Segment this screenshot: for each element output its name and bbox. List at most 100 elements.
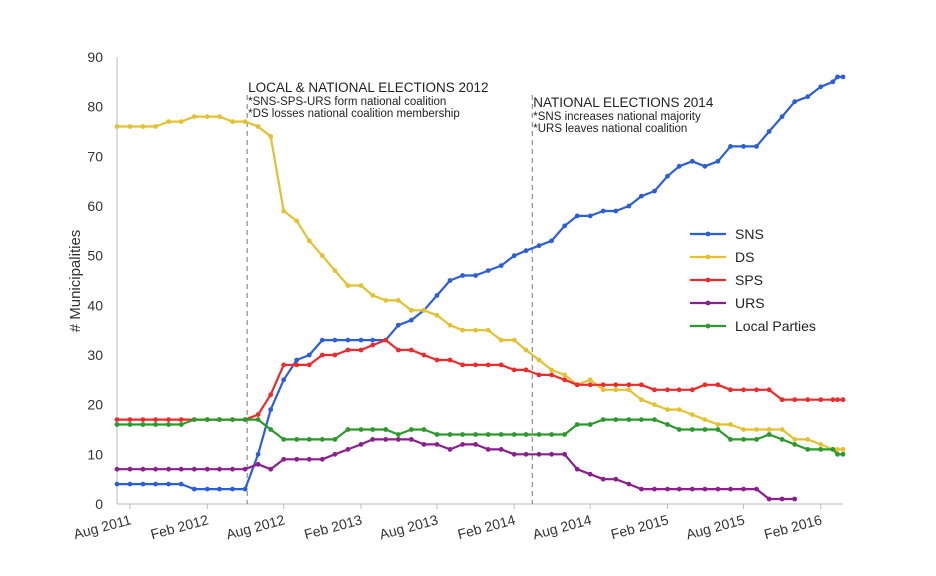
data-point [485,327,491,333]
legend-marker [705,323,711,329]
data-point [523,248,529,254]
data-point [255,417,261,422]
data-point [127,124,133,129]
data-point [345,447,351,452]
data-point [523,432,529,437]
data-point [626,203,632,209]
data-point [383,427,389,432]
data-point [779,397,785,403]
data-point [332,268,338,273]
data-point [676,486,682,492]
data-point [741,437,746,442]
data-point [395,437,401,442]
y-ticks: 0 10 20 30 40 50 60 70 80 90 [87,49,103,512]
data-point [574,382,580,388]
data-point [574,466,580,472]
data-point [676,427,682,432]
data-point [370,337,376,343]
data-point [715,427,721,432]
data-point [536,451,542,457]
data-point [268,134,274,139]
data-point [702,417,708,422]
data-point [792,496,798,502]
data-point [370,342,376,348]
data-point [835,74,840,80]
data-point [805,397,811,403]
data-point [306,362,312,368]
data-point [358,427,364,432]
data-point [408,307,414,313]
data-point [281,377,287,383]
data-point [345,283,351,288]
data-point [562,377,567,383]
annotation-text: *URS leaves national coalition [533,123,687,135]
data-point [473,273,478,278]
x-tick-label: Aug 2015 [684,511,746,542]
data-point [587,382,593,388]
data-point [818,84,824,90]
annotations: LOCAL & NATIONAL ELECTIONS 2012*SNS-SPS-… [246,80,714,504]
data-point [840,397,846,403]
data-point [306,456,312,462]
data-point [332,451,338,457]
data-point [665,422,670,427]
data-point [715,422,721,427]
data-point [600,382,606,388]
data-point [639,382,644,388]
data-point [792,437,798,442]
data-point [728,144,733,149]
legend-marker [705,300,711,306]
data-point [358,337,364,343]
annotation-title: NATIONAL ELECTIONS 2014 [533,95,714,110]
data-point [166,481,172,487]
x-ticks: Aug 2011 Feb 2012 Aug 2012 Feb 2013 Aug 2013… [72,504,824,542]
data-point [613,208,619,214]
data-point [127,481,133,487]
data-point [702,486,708,492]
data-point [447,432,453,437]
data-point [178,119,184,124]
data-point [485,447,491,452]
data-point [549,432,554,437]
legend-label: DS [735,249,754,265]
data-point [127,422,133,427]
data-point [434,432,440,437]
legend-label: Local Parties [735,318,816,334]
series-line [117,339,843,421]
y-tick-label: 50 [87,248,103,264]
data-point [127,417,133,422]
data-point [242,417,248,422]
x-tick-label: Aug 2012 [224,511,286,542]
data-point [230,119,235,124]
y-tick-label: 80 [87,99,103,115]
data-point [191,114,197,119]
data-point [766,129,772,134]
data-point [835,397,840,403]
data-point [294,437,300,442]
data-point [255,451,261,457]
data-point [754,427,759,432]
data-point [268,427,274,432]
data-point [178,481,184,487]
data-point [447,322,453,328]
series-urs [114,437,798,502]
data-point [754,387,759,393]
data-point [153,481,159,487]
annotation-title: LOCAL & NATIONAL ELECTIONS 2012 [248,80,488,95]
data-point [562,223,567,229]
data-point [460,442,465,447]
data-point [715,158,721,164]
data-point [840,74,846,80]
data-point [153,124,159,129]
data-point [639,397,644,403]
data-point [613,476,619,482]
data-point [358,347,364,353]
data-point [294,357,300,363]
data-point [395,432,401,437]
data-point [434,312,440,318]
data-point [395,347,401,353]
data-point [741,427,746,432]
x-tick-label: Aug 2011 [72,511,133,542]
data-point [460,327,465,333]
